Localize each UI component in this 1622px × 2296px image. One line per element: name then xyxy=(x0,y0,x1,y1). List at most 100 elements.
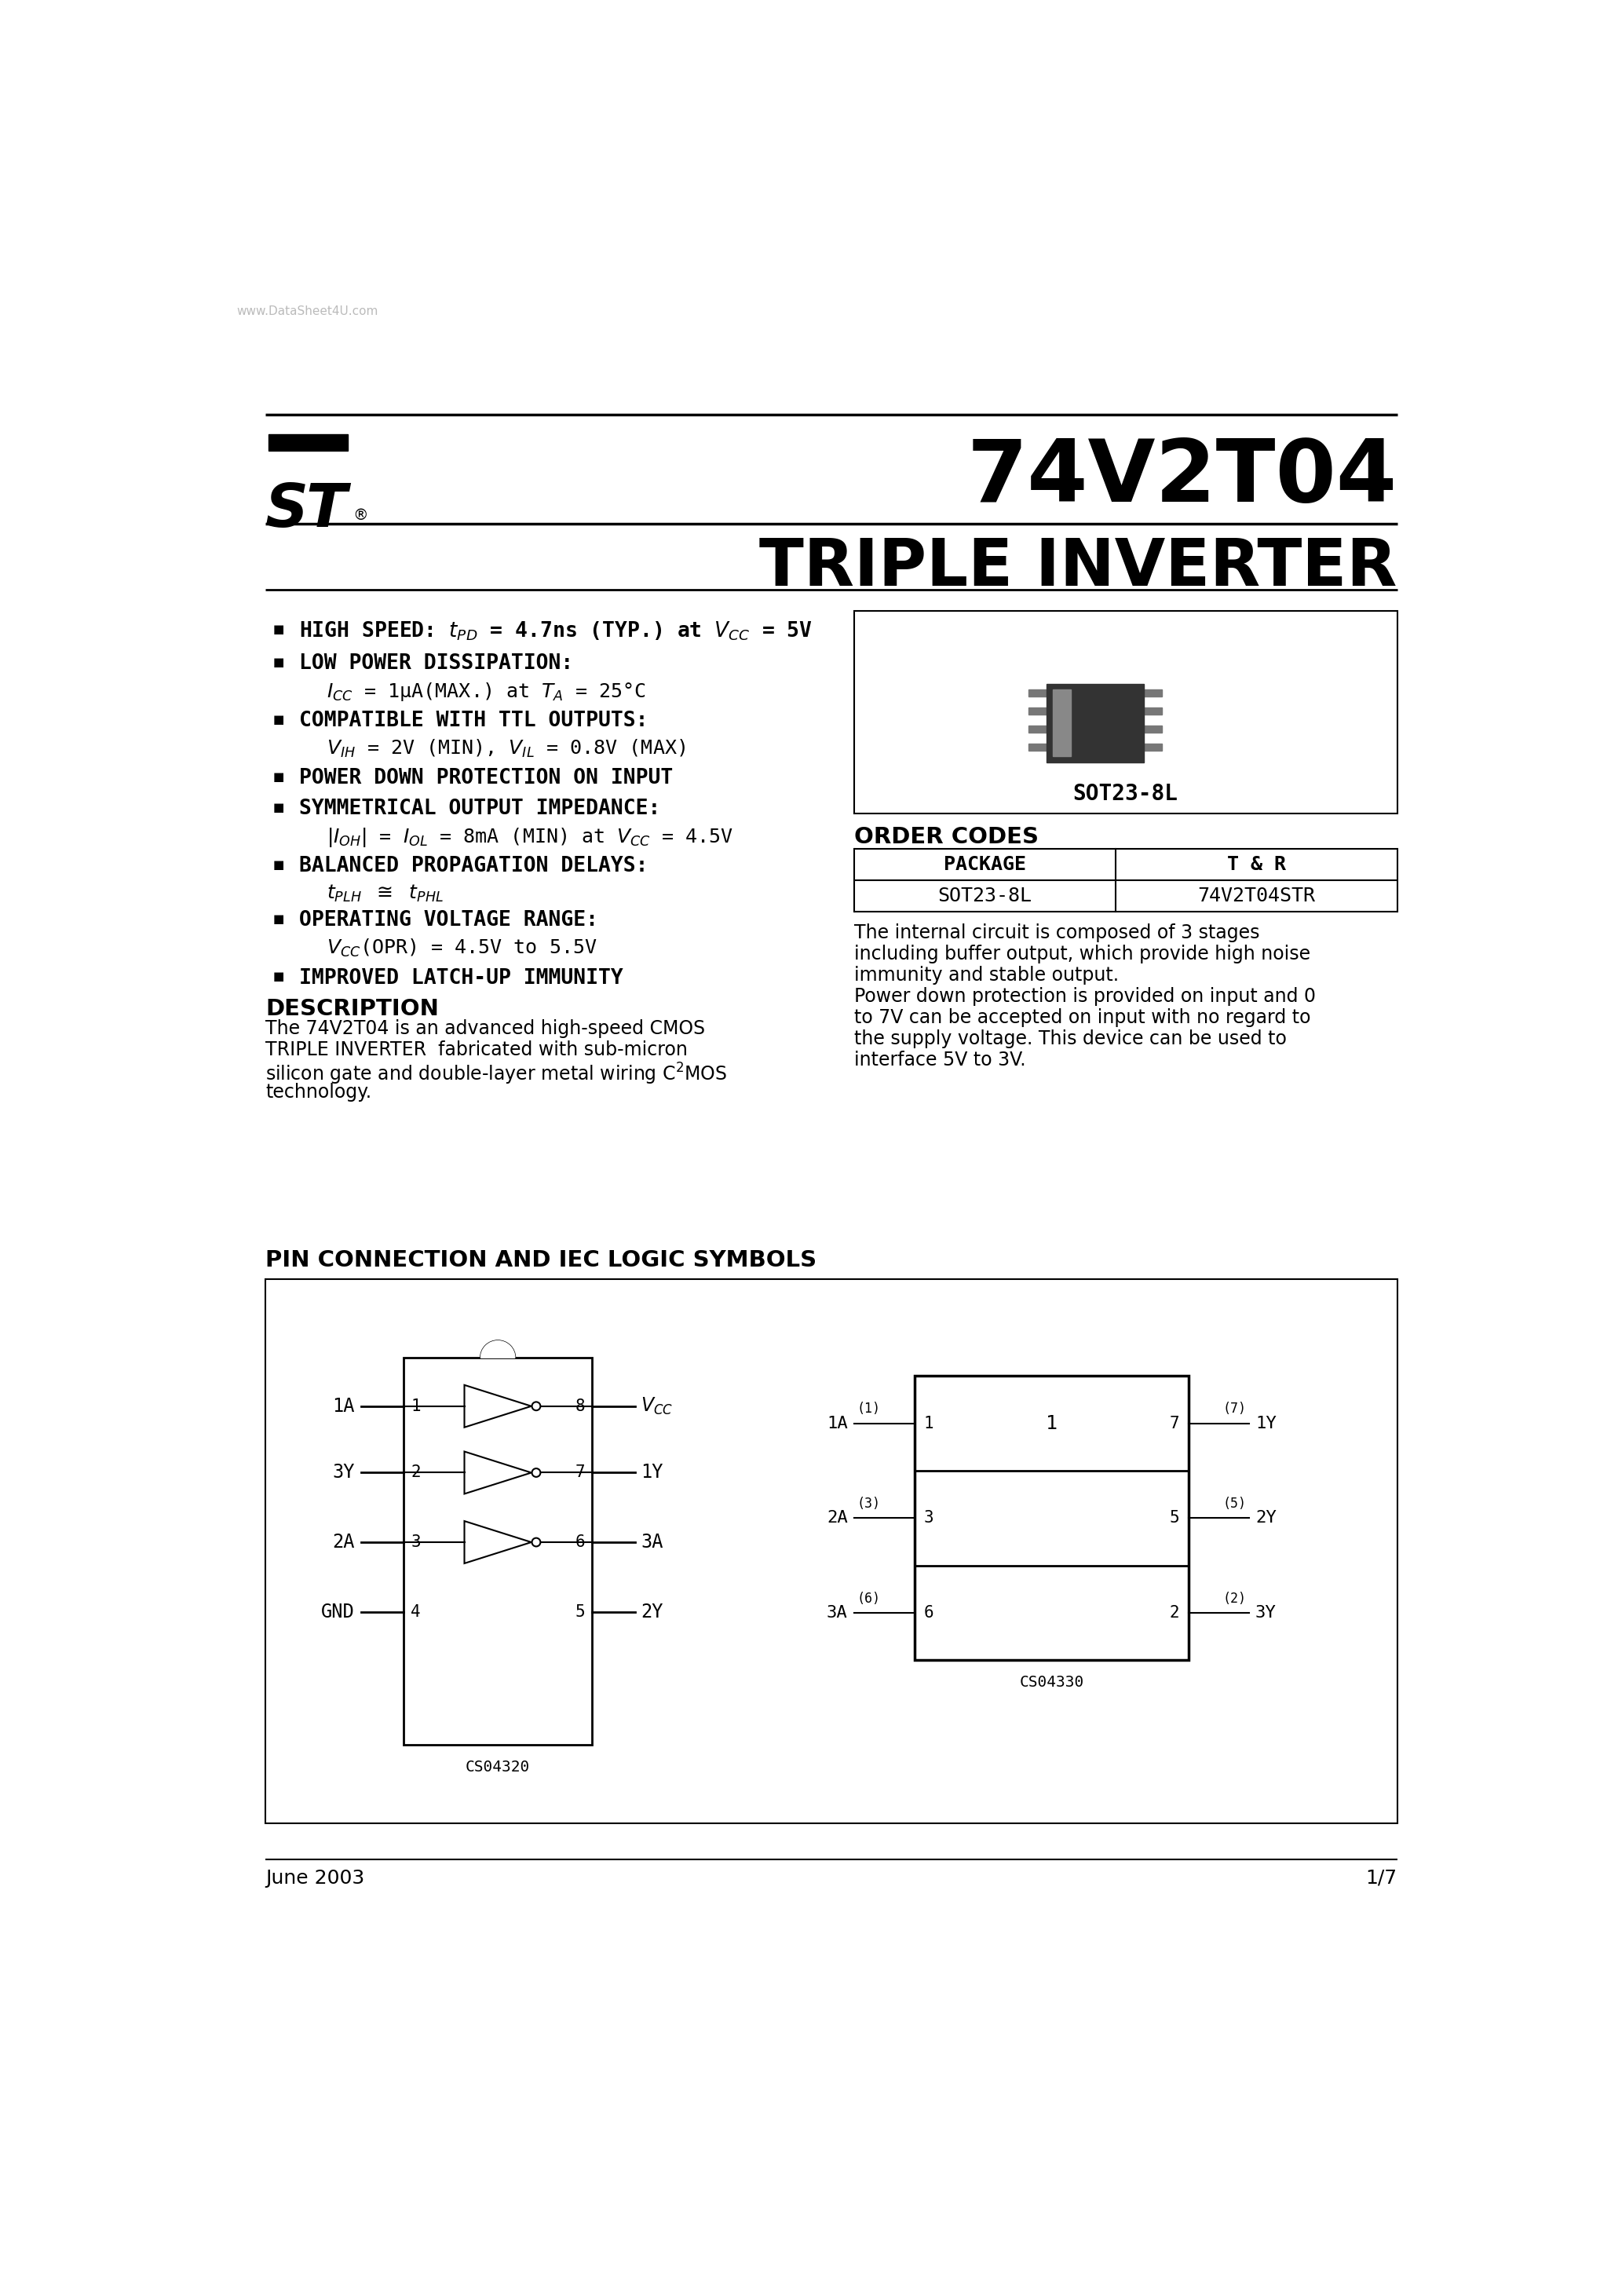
Text: $I_{CC}$ = 1μA(MAX.) at $T_{A}$ = 25°C: $I_{CC}$ = 1μA(MAX.) at $T_{A}$ = 25°C xyxy=(326,680,646,703)
Text: 3: 3 xyxy=(925,1511,934,1527)
Text: 1: 1 xyxy=(925,1414,934,1430)
Text: ■: ■ xyxy=(272,971,284,983)
Circle shape xyxy=(532,1403,540,1410)
Text: COMPATIBLE WITH TTL OUTPUTS:: COMPATIBLE WITH TTL OUTPUTS: xyxy=(298,712,647,730)
Text: CS04320: CS04320 xyxy=(466,1759,530,1775)
Bar xyxy=(1028,689,1046,696)
Text: including buffer output, which provide high noise: including buffer output, which provide h… xyxy=(853,946,1311,964)
Text: 1: 1 xyxy=(410,1398,420,1414)
Text: www.DataSheet4U.com: www.DataSheet4U.com xyxy=(237,305,378,317)
Circle shape xyxy=(532,1469,540,1476)
Text: 1: 1 xyxy=(1046,1414,1058,1433)
Text: PIN CONNECTION AND IEC LOGIC SYMBOLS: PIN CONNECTION AND IEC LOGIC SYMBOLS xyxy=(266,1249,816,1272)
Text: $V_{IH}$ = 2V (MIN), $V_{IL}$ = 0.8V (MAX): $V_{IH}$ = 2V (MIN), $V_{IL}$ = 0.8V (MA… xyxy=(326,737,684,760)
Text: 74V2T04: 74V2T04 xyxy=(967,436,1397,519)
Bar xyxy=(266,1279,1397,1823)
Text: 1Y: 1Y xyxy=(1255,1414,1277,1430)
Text: 1A: 1A xyxy=(827,1414,848,1430)
Text: SYMMETRICAL OUTPUT IMPEDANCE:: SYMMETRICAL OUTPUT IMPEDANCE: xyxy=(298,799,660,820)
Text: GND: GND xyxy=(321,1603,355,1621)
Text: 4: 4 xyxy=(410,1605,420,1619)
Text: the supply voltage. This device can be used to: the supply voltage. This device can be u… xyxy=(853,1029,1286,1049)
Text: immunity and stable output.: immunity and stable output. xyxy=(853,967,1119,985)
Text: $V_{CC}$(OPR) = 4.5V to 5.5V: $V_{CC}$(OPR) = 4.5V to 5.5V xyxy=(326,937,597,960)
Text: The 74V2T04 is an advanced high-speed CMOS: The 74V2T04 is an advanced high-speed CM… xyxy=(266,1019,706,1038)
Text: (7): (7) xyxy=(1223,1403,1246,1417)
Text: 8: 8 xyxy=(574,1398,586,1414)
Text: ■: ■ xyxy=(272,622,284,636)
Wedge shape xyxy=(480,1341,514,1357)
Text: 1A: 1A xyxy=(333,1396,355,1417)
Text: The internal circuit is composed of 3 stages: The internal circuit is composed of 3 st… xyxy=(853,923,1259,944)
Text: OPERATING VOLTAGE RANGE:: OPERATING VOLTAGE RANGE: xyxy=(298,912,599,930)
Bar xyxy=(1144,707,1161,714)
Text: POWER DOWN PROTECTION ON INPUT: POWER DOWN PROTECTION ON INPUT xyxy=(298,769,673,790)
Bar xyxy=(1144,689,1161,696)
Text: 3Y: 3Y xyxy=(333,1463,355,1483)
Text: 7: 7 xyxy=(574,1465,586,1481)
Text: June 2003: June 2003 xyxy=(266,1869,365,1887)
Bar xyxy=(915,1375,1189,1660)
Text: 2A: 2A xyxy=(333,1534,355,1552)
Text: TRIPLE INVERTER: TRIPLE INVERTER xyxy=(759,535,1397,599)
Text: (6): (6) xyxy=(856,1591,881,1605)
Text: LOW POWER DISSIPATION:: LOW POWER DISSIPATION: xyxy=(298,654,573,673)
Text: 2: 2 xyxy=(1169,1605,1179,1621)
Text: $|I_{OH}|$ = $I_{OL}$ = 8mA (MIN) at $V_{CC}$ = 4.5V: $|I_{OH}|$ = $I_{OL}$ = 8mA (MIN) at $V_… xyxy=(326,827,733,850)
Text: ®: ® xyxy=(352,507,368,523)
Text: TRIPLE INVERTER  fabricated with sub-micron: TRIPLE INVERTER fabricated with sub-micr… xyxy=(266,1040,688,1058)
Text: 6: 6 xyxy=(925,1605,934,1621)
Text: (2): (2) xyxy=(1223,1591,1246,1605)
Bar xyxy=(404,1357,592,1745)
Text: (3): (3) xyxy=(856,1497,881,1511)
Text: HIGH SPEED: $t_{PD}$ = 4.7ns (TYP.) at $V_{CC}$ = 5V: HIGH SPEED: $t_{PD}$ = 4.7ns (TYP.) at $… xyxy=(298,620,813,643)
Text: ■: ■ xyxy=(272,714,284,726)
Bar xyxy=(269,434,347,450)
Text: 1Y: 1Y xyxy=(641,1463,663,1483)
Text: 5: 5 xyxy=(1169,1511,1179,1527)
Text: S: S xyxy=(264,482,308,540)
Text: Power down protection is provided on input and 0: Power down protection is provided on inp… xyxy=(853,987,1315,1006)
Text: IMPROVED LATCH-UP IMMUNITY: IMPROVED LATCH-UP IMMUNITY xyxy=(298,969,623,987)
Text: BALANCED PROPAGATION DELAYS:: BALANCED PROPAGATION DELAYS: xyxy=(298,856,647,877)
Text: ■: ■ xyxy=(272,801,284,813)
Bar xyxy=(1144,726,1161,732)
Text: ■: ■ xyxy=(272,914,284,925)
Text: ■: ■ xyxy=(272,859,284,870)
Text: 74V2T04STR: 74V2T04STR xyxy=(1197,886,1315,905)
Text: T & R: T & R xyxy=(1226,854,1286,875)
Text: 2Y: 2Y xyxy=(1255,1511,1277,1527)
Text: CS04330: CS04330 xyxy=(1019,1676,1083,1690)
Bar xyxy=(1028,707,1046,714)
Text: 3A: 3A xyxy=(641,1534,663,1552)
Bar xyxy=(1053,689,1071,755)
Text: 2A: 2A xyxy=(827,1511,848,1527)
Text: SOT23-8L: SOT23-8L xyxy=(938,886,1032,905)
Text: ■: ■ xyxy=(272,771,284,783)
Text: technology.: technology. xyxy=(266,1084,371,1102)
Text: 3A: 3A xyxy=(827,1605,848,1621)
Text: 1/7: 1/7 xyxy=(1366,1869,1397,1887)
Text: $V_{CC}$: $V_{CC}$ xyxy=(641,1396,673,1417)
Bar xyxy=(1028,726,1046,732)
Text: T: T xyxy=(307,482,347,540)
Text: ■: ■ xyxy=(272,657,284,668)
Text: 2Y: 2Y xyxy=(641,1603,663,1621)
Text: 5: 5 xyxy=(574,1605,586,1619)
Text: 6: 6 xyxy=(574,1534,586,1550)
Bar xyxy=(853,611,1397,813)
Bar xyxy=(1144,744,1161,751)
Text: to 7V can be accepted on input with no regard to: to 7V can be accepted on input with no r… xyxy=(853,1008,1311,1026)
Text: 2: 2 xyxy=(410,1465,420,1481)
Bar xyxy=(1046,684,1144,762)
Text: SOT23-8L: SOT23-8L xyxy=(1072,783,1178,804)
Text: DESCRIPTION: DESCRIPTION xyxy=(266,999,440,1019)
Text: 3: 3 xyxy=(410,1534,420,1550)
Bar xyxy=(1028,744,1046,751)
Text: ORDER CODES: ORDER CODES xyxy=(853,827,1038,847)
Text: 7: 7 xyxy=(1169,1414,1179,1430)
Circle shape xyxy=(532,1538,540,1548)
Text: 3Y: 3Y xyxy=(1255,1605,1277,1621)
Text: PACKAGE: PACKAGE xyxy=(944,854,1025,875)
Text: (1): (1) xyxy=(856,1403,881,1417)
